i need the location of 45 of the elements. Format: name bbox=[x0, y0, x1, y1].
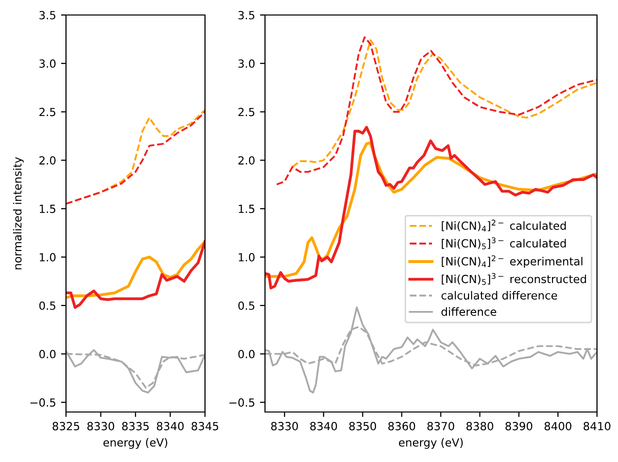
y-tick-label: 3.0 bbox=[238, 59, 255, 68]
x-tick-label: 8345 bbox=[192, 422, 218, 430]
line-series bbox=[276, 36, 597, 186]
y-tick-label: 2.0 bbox=[238, 156, 255, 165]
y-tick-label: 1.0 bbox=[40, 253, 56, 262]
y-tick-label: 1.0 bbox=[238, 253, 255, 262]
y-tick-label: −0.5 bbox=[229, 398, 254, 407]
y-tick-label: −0.5 bbox=[30, 398, 56, 407]
x-tick-label: 8350 bbox=[349, 422, 376, 430]
legend-label: [Ni(CN)$_{4}$]$^{2−}$ experimental bbox=[442, 255, 582, 268]
legend-label: [Ni(CN)$_{5}$]$^{3−}$ calculated bbox=[442, 237, 566, 250]
y-tick-label: 3.5 bbox=[238, 10, 254, 20]
line-series bbox=[291, 39, 597, 168]
x-axis-title: energy (eV) bbox=[103, 438, 168, 449]
y-tick-label: 3.5 bbox=[39, 10, 56, 20]
x-tick-label: 8400 bbox=[544, 422, 572, 430]
x-axis-title: energy (eV) bbox=[398, 438, 463, 449]
x-tick-label: 8325 bbox=[52, 422, 80, 430]
y-tick-label: 0.0 bbox=[39, 350, 56, 358]
x-tick-label: 8335 bbox=[122, 422, 149, 430]
y-tick-label: 0.5 bbox=[39, 301, 56, 310]
y-tick-label: 1.5 bbox=[238, 204, 254, 214]
x-tick-label: 8340 bbox=[156, 422, 184, 430]
x-tick-label: 8370 bbox=[427, 422, 454, 430]
y-tick-label: 1.5 bbox=[40, 204, 56, 214]
x-tick-label: 8340 bbox=[310, 422, 337, 430]
y-tick-label: 2.5 bbox=[39, 108, 56, 116]
x-tick-label: 8390 bbox=[505, 422, 532, 430]
legend-label: [Ni(CN)$_{5}$]$^{3−}$ reconstructed bbox=[442, 273, 586, 285]
x-tick-label: 8360 bbox=[388, 422, 416, 430]
legend-label: [Ni(CN)$_{4}$]$^{2−}$ calculated bbox=[442, 220, 566, 232]
legend-label: difference bbox=[442, 307, 496, 316]
y-tick-label: 2.0 bbox=[39, 156, 56, 165]
x-tick-label: 8410 bbox=[584, 422, 610, 430]
line-series bbox=[265, 306, 597, 394]
y-tick-label: 0.5 bbox=[238, 301, 254, 310]
x-tick-label: 8330 bbox=[87, 422, 114, 430]
x-tick-label: 8330 bbox=[271, 422, 298, 430]
x-tick-label: 8380 bbox=[466, 422, 494, 430]
line-series bbox=[265, 126, 597, 290]
y-tick-label: 2.5 bbox=[238, 108, 254, 116]
y-tick-label: 0.0 bbox=[238, 350, 255, 358]
y-tick-label: 3.0 bbox=[39, 59, 56, 68]
y-axis-title: normalized intensity bbox=[12, 157, 24, 270]
legend-label: calculated difference bbox=[442, 290, 558, 300]
